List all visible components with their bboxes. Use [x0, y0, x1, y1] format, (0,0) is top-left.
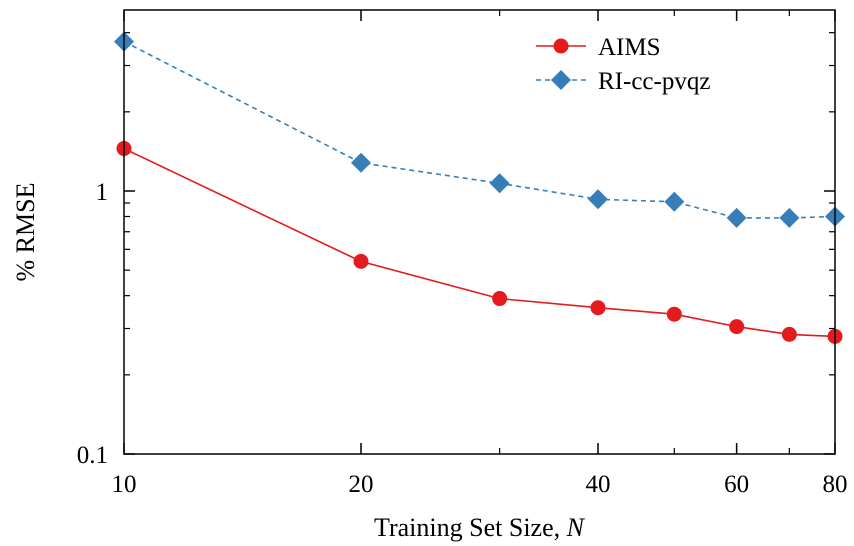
data-point-aims: [590, 300, 606, 316]
tick-labels: 10 20 40 60 80 0.1 1: [77, 179, 848, 498]
y-tick-label: 1: [96, 179, 109, 206]
data-point-ri-cc-pvqz: [664, 191, 685, 212]
data-point-aims: [666, 306, 682, 322]
series-line-aims: [123, 147, 836, 338]
x-tick-label: 10: [112, 471, 137, 498]
minor-ticks: [124, 10, 835, 454]
x-axis-title: Training Set Size, N: [374, 513, 586, 542]
legend-marker-aims: [553, 38, 569, 54]
x-tick-label: 60: [724, 471, 749, 498]
legend-marker-ri-cc-pvqz: [551, 70, 571, 90]
data-point-aims: [781, 326, 797, 342]
data-point-ri-cc-pvqz: [489, 173, 510, 194]
legend: AIMS RI-cc-pvqz: [536, 34, 710, 95]
legend-label-aims: AIMS: [598, 34, 661, 61]
x-axis-title-variable: N: [566, 513, 586, 542]
data-point-ri-cc-pvqz: [779, 207, 800, 228]
data-point-ri-cc-pvqz: [351, 152, 371, 173]
data-point-aims: [729, 319, 745, 335]
data-point-ri-cc-pvqz: [588, 189, 608, 210]
series-layer: [114, 31, 845, 344]
data-point-aims: [353, 253, 369, 269]
data-point-aims: [492, 291, 508, 307]
x-tick-label: 80: [823, 471, 848, 498]
data-point-ri-cc-pvqz: [726, 207, 747, 228]
y-axis-title: % RMSE: [11, 183, 40, 282]
major-ticks: [123, 10, 836, 455]
x-axis-title-text: Training Set Size,: [374, 513, 567, 542]
series-line-ri-cc-pvqz: [123, 40, 836, 219]
x-tick-label: 20: [349, 471, 374, 498]
y-tick-label: 0.1: [77, 442, 108, 469]
legend-label-ri-cc-pvqz: RI-cc-pvqz: [598, 68, 710, 95]
x-tick-label: 40: [586, 471, 611, 498]
plot-frame: [123, 9, 836, 455]
